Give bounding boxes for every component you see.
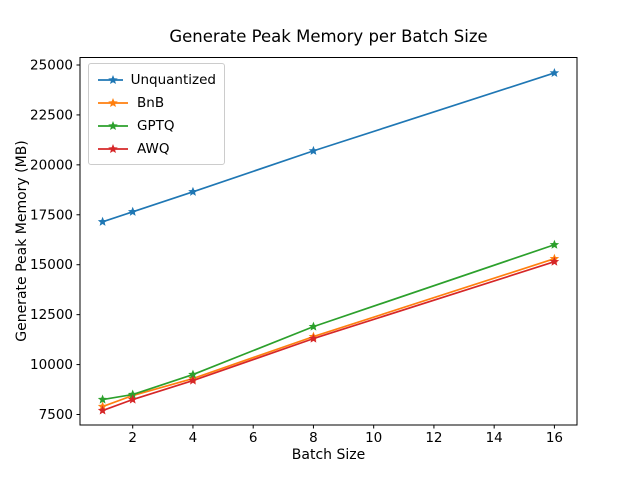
star-marker-icon <box>108 97 118 107</box>
y-tick-label: 7500 <box>39 407 73 423</box>
legend-item-unquantized: Unquantized <box>97 70 216 89</box>
series-marker-awq <box>308 333 319 343</box>
x-tick-label: 8 <box>309 430 318 446</box>
series-marker-unquantized <box>308 145 319 155</box>
legend-item-awq: AWQ <box>97 139 216 158</box>
chart-title: Generate Peak Memory per Batch Size <box>169 27 488 46</box>
y-tick-label: 20000 <box>30 157 73 173</box>
y-axis-label: Generate Peak Memory (MB) <box>14 140 30 342</box>
series-marker-gptq <box>188 369 198 379</box>
series-line-awq <box>101 260 556 412</box>
legend-line-sample-icon <box>98 97 128 107</box>
x-tick-label: 2 <box>128 430 137 446</box>
y-tick-label: 25000 <box>30 57 73 73</box>
legend-item-bnb: BnB <box>97 93 216 112</box>
series-marker-unquantized <box>188 186 198 196</box>
series-marker-gptq <box>97 394 108 404</box>
star-marker-icon <box>108 74 118 84</box>
series-line-bnb <box>101 257 556 408</box>
series-marker-awq <box>188 375 198 385</box>
series-marker-gptq <box>127 389 138 399</box>
legend-label: Unquantized <box>130 71 216 88</box>
x-tick-label: 12 <box>425 430 442 446</box>
series-marker-awq <box>549 256 560 266</box>
legend-line-sample-icon <box>98 143 128 153</box>
legend-label: GPTQ <box>137 117 175 134</box>
series-marker-unquantized <box>97 216 108 226</box>
series-line-gptq <box>101 243 556 401</box>
legend-label: AWQ <box>137 140 170 157</box>
series-marker-unquantized <box>549 67 560 78</box>
y-tick-label: 17500 <box>30 207 73 223</box>
star-marker-icon <box>108 120 118 130</box>
x-tick-label: 6 <box>249 430 258 446</box>
legend: Unquantized BnB GPTQ AWQ <box>88 63 225 165</box>
y-tick-label: 10000 <box>30 357 73 373</box>
series-marker-gptq <box>549 239 560 249</box>
star-marker-icon <box>108 143 118 153</box>
x-tick-label: 14 <box>486 430 503 446</box>
y-tick-label: 22500 <box>30 107 73 123</box>
x-axis-label: Batch Size <box>291 447 366 463</box>
y-tick-label: 12500 <box>30 307 73 323</box>
x-tick-label: 4 <box>189 430 198 446</box>
x-tick-label: 10 <box>365 430 382 446</box>
x-tick-label: 16 <box>546 430 563 446</box>
plot-frame <box>79 57 578 426</box>
legend-line-sample-icon <box>98 120 128 130</box>
series-marker-gptq <box>308 321 319 331</box>
legend-label: BnB <box>137 94 165 111</box>
legend-line-sample-icon <box>98 74 123 84</box>
y-tick-label: 15000 <box>30 257 73 273</box>
series-marker-unquantized <box>127 206 138 216</box>
series-marker-awq <box>97 405 108 415</box>
legend-item-gptq: GPTQ <box>97 116 216 135</box>
series-marker-awq <box>127 394 138 404</box>
